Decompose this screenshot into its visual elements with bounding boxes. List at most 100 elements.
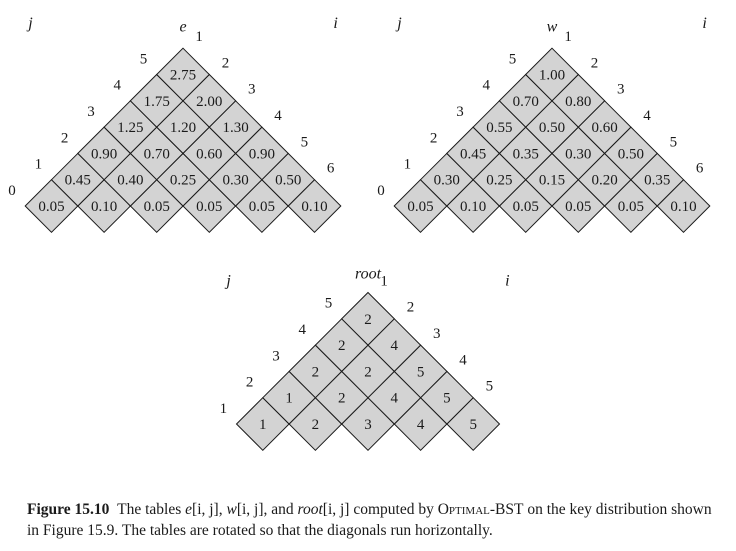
i-index-label: 6 (696, 161, 704, 177)
cell-value: 0.35 (513, 146, 539, 162)
cell-value: 1 (259, 417, 267, 433)
j-index-label: 3 (272, 348, 280, 364)
rotated-tables-diagram: 0.05 0.10 0.05 0.05 0.05 0.100.45 0.40 0.25 0.30… (8, 15, 711, 452)
cell-value: 0.50 (618, 146, 644, 162)
cell-value: 4 (391, 338, 399, 354)
figure-caption: Figure 15.10 The tables e[i, j], w[i, j]… (27, 499, 727, 541)
cell-value: 0.05 (249, 199, 275, 215)
j-index-label: 2 (246, 375, 254, 391)
j-index-label: 4 (483, 78, 491, 94)
cell-value: 2 (338, 338, 346, 354)
j-index-label: 2 (61, 130, 69, 146)
table-cell: 2.75 (155, 47, 211, 102)
cell-value: 0.05 (565, 199, 591, 215)
i-index-label: 1 (564, 29, 572, 45)
cell-value: 2 (364, 364, 372, 380)
cell-value: 0.25 (486, 173, 512, 189)
cell-value: 0.05 (513, 199, 539, 215)
cell-value: 2 (312, 364, 320, 380)
i-index-label: 3 (248, 82, 256, 98)
cell-value: 2 (338, 391, 346, 407)
i-axis-label: i (333, 15, 337, 32)
cell-value: 2.00 (196, 94, 222, 110)
cell-value: 0.35 (644, 173, 670, 189)
caption-label: Figure 15.10 (27, 501, 110, 518)
cell-value: 5 (469, 417, 477, 433)
cell-value: 3 (364, 417, 372, 433)
caption-w: w (226, 501, 237, 518)
cell-value: 0.70 (144, 146, 170, 162)
caption-root: root (297, 501, 323, 518)
j-index-label: 0 (377, 183, 385, 199)
cell-value: 1.30 (222, 120, 248, 136)
i-index-label: 4 (274, 108, 282, 124)
cell-value: 0.10 (670, 199, 696, 215)
table-title: w (547, 19, 558, 36)
caption-sep-2: , and (263, 501, 298, 518)
i-axis-label: i (505, 272, 509, 289)
cell-value: 0.05 (618, 199, 644, 215)
cell-value: 0.40 (117, 173, 143, 189)
i-index-label: 1 (195, 29, 203, 45)
cell-value: 0.30 (565, 146, 591, 162)
cell-value: 1.20 (170, 120, 196, 136)
cell-value: 0.05 (196, 199, 222, 215)
cell-value: 0.60 (591, 120, 617, 136)
table-cell: 1.00 (524, 47, 580, 102)
table-cell: 2 (340, 291, 396, 346)
caption-rest: on the key distribution shown in Figure … (27, 501, 712, 539)
i-index-label: 4 (643, 108, 651, 124)
table-cell: 1.25 (103, 100, 158, 155)
caption-ij-3: [i, j] (322, 501, 350, 518)
cell-value: 0.70 (513, 94, 539, 110)
i-index-label: 6 (327, 161, 335, 177)
cell-value: 1.00 (539, 68, 565, 84)
cell-value: 0.80 (565, 94, 591, 110)
cell-value: 0.60 (196, 146, 222, 162)
j-index-label: 4 (114, 78, 122, 94)
cell-value: 0.30 (434, 173, 460, 189)
i-index-label: 5 (301, 134, 309, 150)
cell-value: 1 (285, 391, 293, 407)
cell-value: 0.10 (460, 199, 486, 215)
caption-ij-2: [i, j] (236, 501, 264, 518)
cell-value: 0.05 (38, 199, 64, 215)
cell-value: 0.45 (65, 173, 91, 189)
cell-diamond (155, 47, 211, 102)
caption-algorithm: Optimal-BST (437, 501, 524, 518)
j-index-label: 1 (220, 401, 228, 417)
cell-value: 2.75 (170, 68, 196, 84)
i-index-label: 5 (486, 379, 494, 395)
cell-value: 2 (364, 312, 372, 328)
cell-value: 0.50 (539, 120, 565, 136)
e-table: 0.05 0.10 0.05 0.05 0.05 0.100.45 0.40 0.25 0.30… (8, 15, 342, 234)
i-index-label: 2 (407, 300, 415, 316)
i-index-label: 3 (433, 326, 441, 342)
cell-value: 0.10 (301, 199, 327, 215)
cell-value: 0.05 (144, 199, 170, 215)
j-index-label: 3 (456, 104, 464, 120)
i-index-label: 3 (617, 82, 625, 98)
cell-value: 0.10 (91, 199, 117, 215)
cell-value: 0.15 (539, 173, 565, 189)
cell-value: 4 (391, 391, 399, 407)
j-index-label: 2 (430, 130, 438, 146)
j-index-label: 4 (299, 322, 307, 338)
j-index-label: 3 (87, 104, 95, 120)
cell-value: 0.90 (249, 146, 275, 162)
cell-value: 0.90 (91, 146, 117, 162)
j-index-label: 5 (140, 51, 148, 67)
cell-value: 4 (417, 417, 425, 433)
cell-value: 1.75 (144, 94, 170, 110)
cell-value: 0.45 (460, 146, 486, 162)
j-index-label: 1 (404, 157, 412, 173)
cell-value: 0.25 (170, 173, 196, 189)
cell-value: 0.30 (222, 173, 248, 189)
root-table: 1 2 3 4 5 1 2 4 5 2 2 5 2 4 2 1 2 3 4 5 1 2 3 4 5 j i root (220, 266, 510, 452)
caption-ij-1: [i, j] (192, 501, 219, 518)
table-title: e (179, 19, 186, 36)
cell-value: 5 (417, 364, 425, 380)
i-index-label: 5 (670, 134, 678, 150)
j-axis-label: j (26, 15, 33, 32)
